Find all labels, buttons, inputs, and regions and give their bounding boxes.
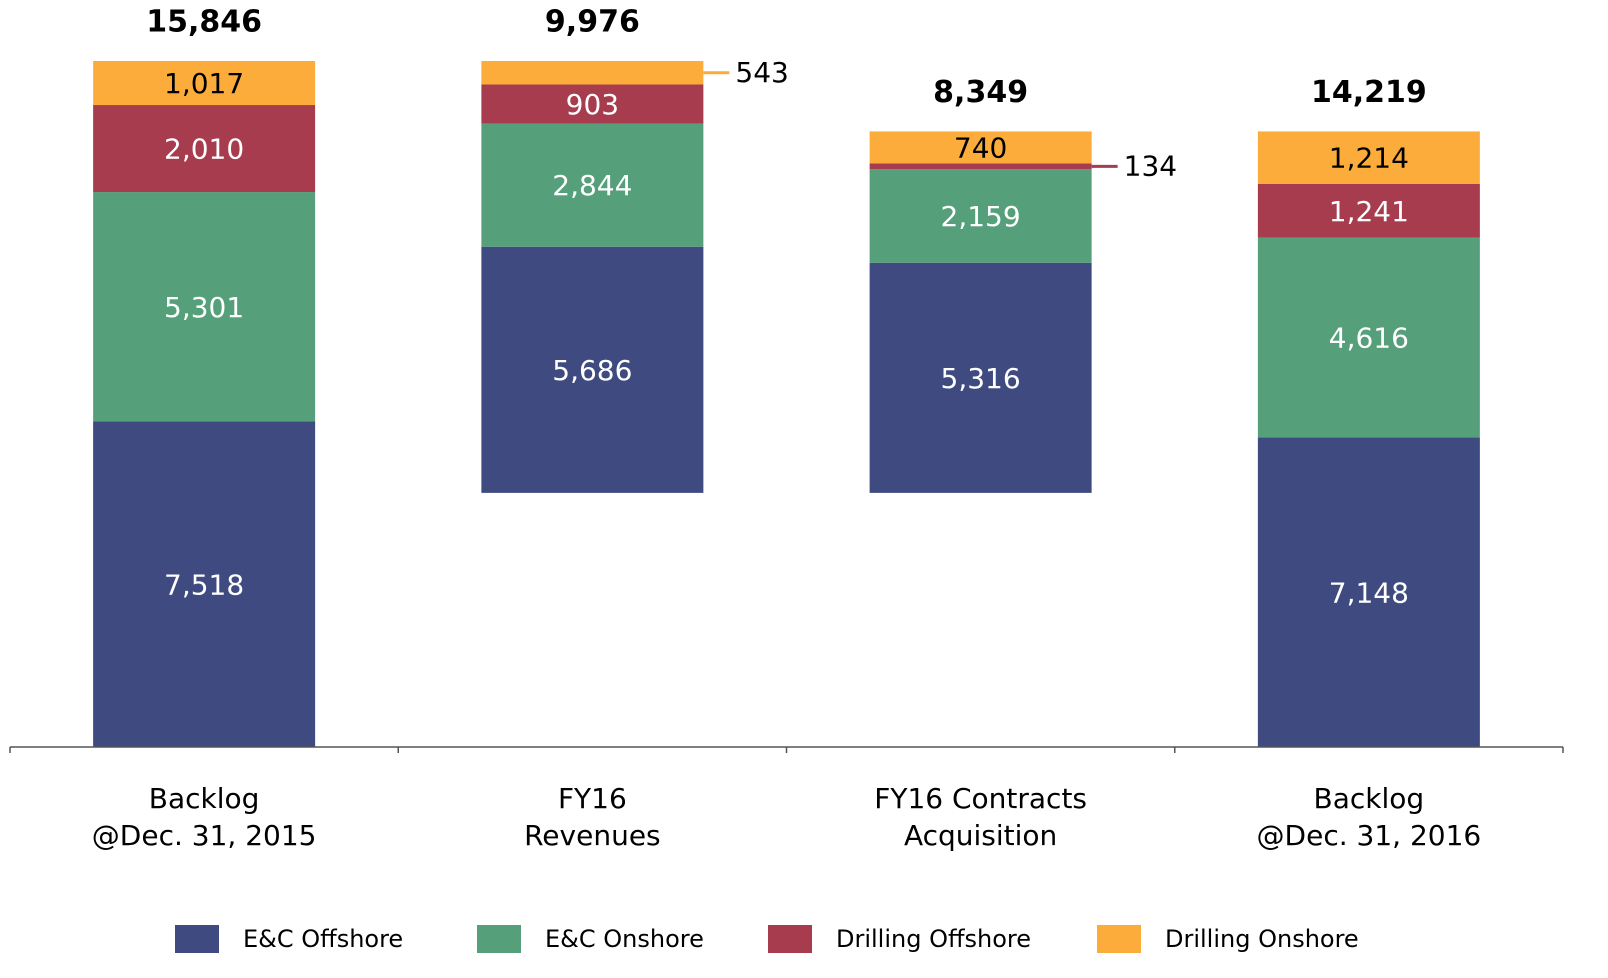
total-label: 8,349	[933, 75, 1028, 110]
x-tick-label: FY16 Contracts	[874, 782, 1087, 815]
legend-swatch	[768, 925, 812, 953]
bar-segment	[869, 262, 1092, 493]
bar-segment	[869, 163, 1092, 170]
bar-segment	[481, 123, 704, 247]
bar-segment	[869, 169, 1092, 263]
value-label: 4,616	[1329, 322, 1409, 355]
value-label: 903	[566, 88, 619, 121]
value-label: 2,844	[552, 169, 632, 202]
legend-swatch	[1097, 925, 1141, 953]
bar-segment	[93, 421, 316, 747]
legend-label: Drilling Offshore	[836, 925, 1031, 953]
legend-label: Drilling Onshore	[1165, 925, 1359, 953]
value-label: 1,017	[164, 67, 244, 100]
value-label: 5,301	[164, 291, 244, 324]
value-label: 543	[735, 56, 788, 89]
legend-label: E&C Onshore	[545, 925, 704, 953]
x-tick-label: Revenues	[524, 819, 661, 852]
value-label: 1,241	[1329, 195, 1409, 228]
bar-segment	[1257, 183, 1480, 238]
value-label: 5,686	[552, 354, 632, 387]
value-label: 7,148	[1329, 576, 1409, 609]
bar-segment	[1257, 437, 1480, 747]
x-tick-label: @Dec. 31, 2015	[92, 819, 317, 852]
x-tick-label: Acquisition	[904, 819, 1057, 852]
bar-segment	[1257, 237, 1480, 438]
total-label: 14,219	[1311, 75, 1427, 110]
value-label: 2,010	[164, 133, 244, 166]
bar-segment	[481, 246, 704, 493]
value-label: 1,214	[1329, 142, 1409, 175]
bar-segment	[869, 131, 1092, 164]
total-label: 15,846	[146, 5, 262, 40]
bar-segment	[93, 192, 316, 422]
x-tick-label: @Dec. 31, 2016	[1257, 819, 1482, 852]
legend-label: E&C Offshore	[243, 925, 403, 953]
value-label: 2,159	[941, 200, 1021, 233]
bar-segment	[1257, 131, 1480, 184]
bar-segment	[481, 61, 704, 85]
x-tick-label: Backlog	[149, 782, 260, 815]
total-label: 9,976	[545, 5, 640, 40]
value-label: 7,518	[164, 568, 244, 601]
bar-segment	[93, 105, 316, 193]
bar-segment	[93, 61, 316, 106]
x-tick-label: FY16	[558, 782, 627, 815]
legend-swatch	[477, 925, 521, 953]
bar-segment	[481, 84, 704, 124]
value-label: 134	[1124, 149, 1177, 182]
value-label: 740	[954, 131, 1007, 164]
value-label: 5,316	[941, 362, 1021, 395]
x-tick-label: Backlog	[1314, 782, 1425, 815]
legend-swatch	[175, 925, 219, 953]
